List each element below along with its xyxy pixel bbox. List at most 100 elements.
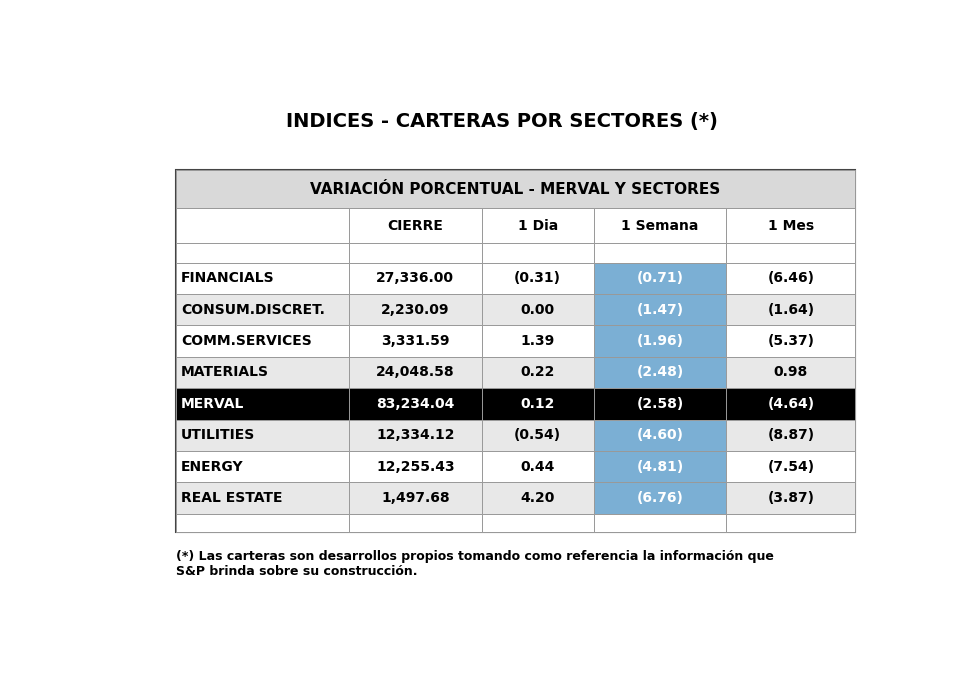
- Bar: [726, 243, 856, 263]
- Text: CIERRE: CIERRE: [387, 219, 443, 233]
- Bar: [594, 513, 726, 532]
- Bar: [175, 482, 349, 513]
- Bar: [175, 451, 349, 482]
- Text: VARIACIÓN PORCENTUAL - MERVAL Y SECTORES: VARIACIÓN PORCENTUAL - MERVAL Y SECTORES: [311, 182, 720, 197]
- Text: 12,334.12: 12,334.12: [376, 428, 455, 442]
- Text: (1.47): (1.47): [636, 303, 684, 317]
- Bar: [175, 326, 349, 357]
- Bar: [594, 482, 726, 513]
- Text: 1 Mes: 1 Mes: [767, 219, 814, 233]
- Text: (2.48): (2.48): [636, 366, 684, 380]
- Bar: [726, 388, 856, 420]
- Text: (6.76): (6.76): [637, 491, 683, 505]
- Text: 1,497.68: 1,497.68: [381, 491, 450, 505]
- Bar: [594, 243, 726, 263]
- Bar: [726, 263, 856, 294]
- Text: MERVAL: MERVAL: [181, 397, 244, 411]
- Bar: [349, 208, 481, 243]
- Bar: [175, 208, 349, 243]
- Text: MATERIALS: MATERIALS: [181, 366, 270, 380]
- Bar: [349, 482, 481, 513]
- Bar: [726, 513, 856, 532]
- Bar: [481, 451, 594, 482]
- Text: 0.44: 0.44: [520, 460, 555, 473]
- Text: FINANCIALS: FINANCIALS: [181, 271, 274, 285]
- Bar: [175, 170, 856, 208]
- Bar: [481, 263, 594, 294]
- Text: (1.64): (1.64): [767, 303, 814, 317]
- Text: 0.22: 0.22: [520, 366, 555, 380]
- Text: 3,331.59: 3,331.59: [381, 334, 450, 348]
- Bar: [726, 294, 856, 326]
- Bar: [349, 388, 481, 420]
- Text: (6.46): (6.46): [767, 271, 814, 285]
- Bar: [175, 294, 349, 326]
- Bar: [726, 482, 856, 513]
- Text: 0.00: 0.00: [520, 303, 555, 317]
- Text: 1 Semana: 1 Semana: [621, 219, 699, 233]
- Bar: [175, 513, 349, 532]
- Bar: [481, 357, 594, 388]
- Text: (4.60): (4.60): [636, 428, 683, 442]
- Bar: [594, 326, 726, 357]
- Text: 24,048.58: 24,048.58: [376, 366, 455, 380]
- Text: (8.87): (8.87): [767, 428, 814, 442]
- Bar: [481, 513, 594, 532]
- Text: (0.71): (0.71): [636, 271, 683, 285]
- Text: ENERGY: ENERGY: [181, 460, 244, 473]
- Bar: [594, 263, 726, 294]
- Bar: [481, 326, 594, 357]
- Text: 12,255.43: 12,255.43: [376, 460, 455, 473]
- Text: 1 Dia: 1 Dia: [517, 219, 558, 233]
- Text: 27,336.00: 27,336.00: [376, 271, 455, 285]
- Text: CONSUM.DISCRET.: CONSUM.DISCRET.: [181, 303, 325, 317]
- Bar: [349, 513, 481, 532]
- Text: (2.58): (2.58): [636, 397, 684, 411]
- Bar: [349, 263, 481, 294]
- Text: (0.54): (0.54): [514, 428, 562, 442]
- Text: 4.20: 4.20: [520, 491, 555, 505]
- Text: INDICES - CARTERAS POR SECTORES (*): INDICES - CARTERAS POR SECTORES (*): [286, 112, 718, 131]
- Text: 2,230.09: 2,230.09: [381, 303, 450, 317]
- Bar: [481, 243, 594, 263]
- Bar: [175, 357, 349, 388]
- Text: (*) Las carteras son desarrollos propios tomando como referencia la información : (*) Las carteras son desarrollos propios…: [175, 551, 773, 578]
- Bar: [594, 420, 726, 451]
- Text: (4.81): (4.81): [636, 460, 684, 473]
- Text: (3.87): (3.87): [767, 491, 814, 505]
- Bar: [349, 243, 481, 263]
- Bar: [594, 388, 726, 420]
- Text: UTILITIES: UTILITIES: [181, 428, 256, 442]
- Bar: [349, 294, 481, 326]
- Text: 0.12: 0.12: [520, 397, 555, 411]
- Bar: [481, 420, 594, 451]
- Text: REAL ESTATE: REAL ESTATE: [181, 491, 282, 505]
- Bar: [481, 388, 594, 420]
- Bar: [594, 208, 726, 243]
- Bar: [726, 357, 856, 388]
- Text: COMM.SERVICES: COMM.SERVICES: [181, 334, 312, 348]
- Text: (7.54): (7.54): [767, 460, 814, 473]
- Bar: [594, 451, 726, 482]
- Text: (0.31): (0.31): [514, 271, 562, 285]
- Bar: [481, 208, 594, 243]
- Bar: [175, 170, 856, 532]
- Bar: [175, 388, 349, 420]
- Bar: [726, 208, 856, 243]
- Bar: [726, 326, 856, 357]
- Bar: [175, 420, 349, 451]
- Text: 1.39: 1.39: [520, 334, 555, 348]
- Bar: [726, 451, 856, 482]
- Text: 83,234.04: 83,234.04: [376, 397, 455, 411]
- Text: (4.64): (4.64): [767, 397, 814, 411]
- Bar: [349, 451, 481, 482]
- Bar: [349, 326, 481, 357]
- Bar: [349, 420, 481, 451]
- Bar: [481, 482, 594, 513]
- Bar: [594, 357, 726, 388]
- Text: 0.98: 0.98: [774, 366, 808, 380]
- Bar: [175, 263, 349, 294]
- Bar: [349, 357, 481, 388]
- Bar: [726, 420, 856, 451]
- Text: (1.96): (1.96): [636, 334, 683, 348]
